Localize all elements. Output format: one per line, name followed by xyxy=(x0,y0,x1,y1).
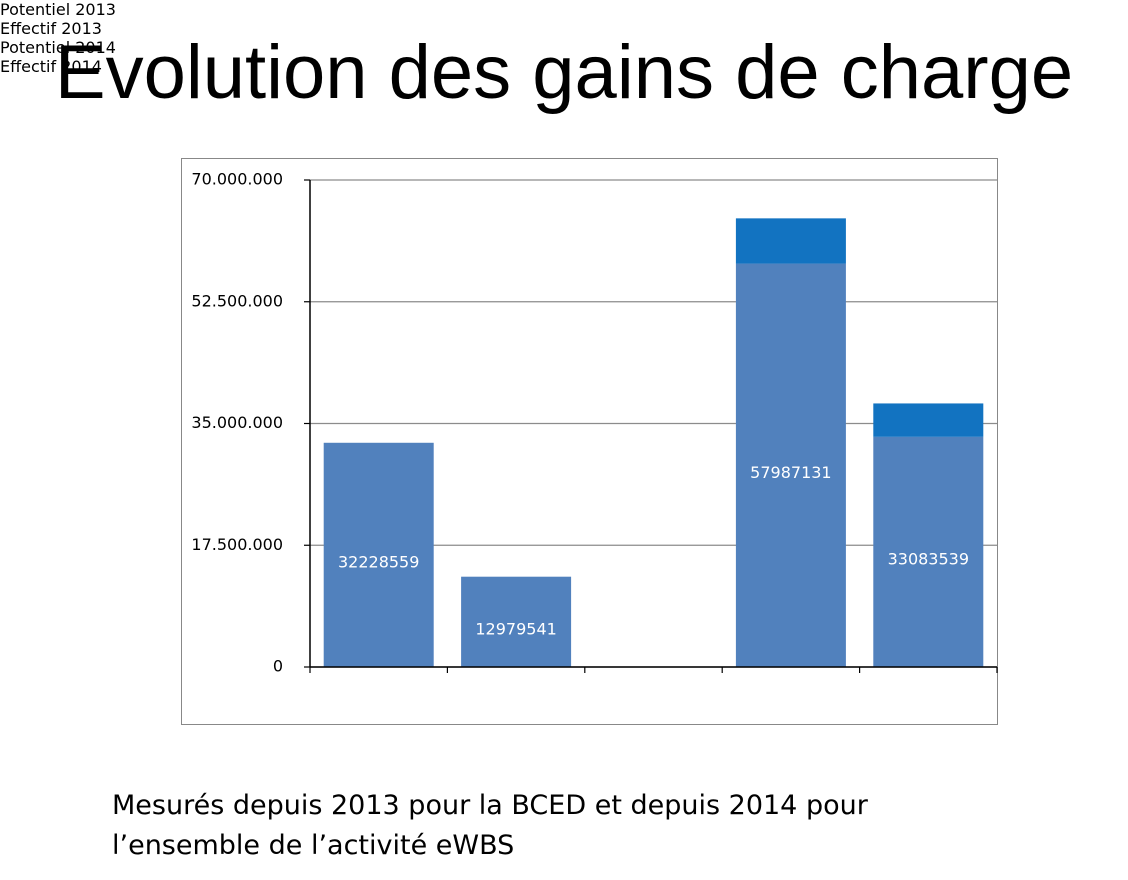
y-tick-label: 17.500.000 xyxy=(191,535,283,554)
y-tick-label: 0 xyxy=(273,657,283,676)
y-tick-label: 70.000.000 xyxy=(191,170,283,189)
bar-segment xyxy=(735,218,846,264)
bar-segment xyxy=(873,436,984,667)
data-label: 32228559 xyxy=(338,552,419,571)
bar-segment xyxy=(323,442,434,667)
y-tick-label: 35.000.000 xyxy=(191,413,283,432)
chart-frame xyxy=(181,158,998,725)
footnote: Mesurés depuis 2013 pour la BCED et depu… xyxy=(112,790,868,861)
x-tick-label: Effectif 2013 xyxy=(0,19,102,38)
x-tick-label: Potentiel 2013 xyxy=(0,0,116,19)
data-label: 12979541 xyxy=(475,619,556,638)
bar-segment xyxy=(735,263,846,667)
bar-segment xyxy=(873,403,984,437)
y-tick-label: 52.500.000 xyxy=(191,291,283,310)
bar-segment xyxy=(461,576,572,667)
x-tick-label: Effectif 2014 xyxy=(0,57,102,76)
x-tick-label: Potentiel 2014 xyxy=(0,38,116,57)
data-label: 33083539 xyxy=(888,549,969,568)
chart-title: Evolution des gains de charge xyxy=(54,30,1074,115)
data-label: 57987131 xyxy=(750,463,831,482)
